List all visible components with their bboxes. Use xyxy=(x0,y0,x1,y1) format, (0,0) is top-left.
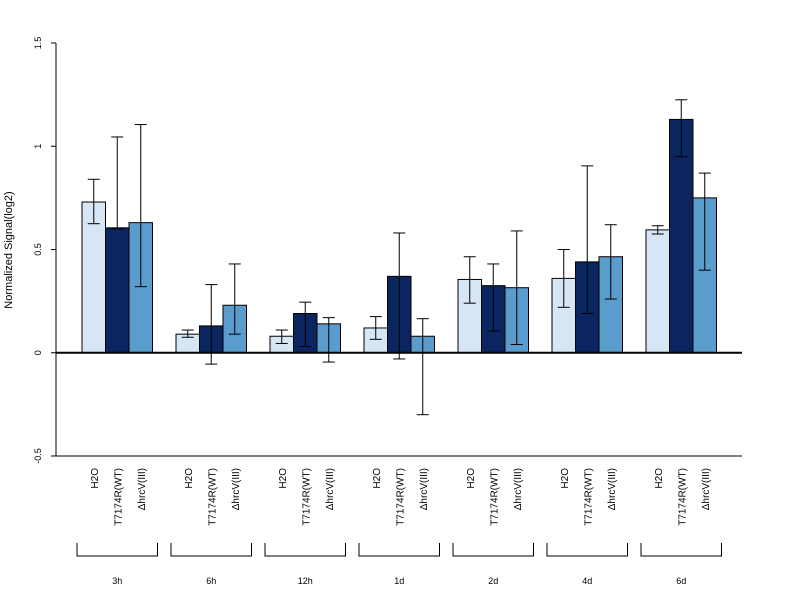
y-axis: -0.5 0 0.5 1 1.5 xyxy=(33,37,57,464)
bars xyxy=(81,118,717,354)
category-label: 6d xyxy=(676,576,686,586)
bar-series-label: T7174R(WT) xyxy=(489,468,500,526)
bar-series-label: ΔhrcV(III) xyxy=(607,468,618,510)
bar-series-label: T7174R(WT) xyxy=(113,468,124,526)
bar-series-label: H2O xyxy=(372,468,383,489)
group-brackets: 3h 6h 12h 1d 2d 4d 6d xyxy=(76,543,722,586)
bar-series-label: T7174R(WT) xyxy=(677,468,688,526)
bar-series-label: H2O xyxy=(278,468,289,489)
category-label: 12h xyxy=(298,576,313,586)
bar-series-label: H2O xyxy=(560,468,571,489)
group-bracket xyxy=(452,543,534,557)
group-bracket xyxy=(546,543,628,557)
x-tick-labels: H2O T7174R(WT) ΔhrcV(III) H2O T7174R(WT) Δhrc… xyxy=(90,468,712,526)
bar-series-label: H2O xyxy=(90,468,101,489)
category-label: 3h xyxy=(112,576,122,586)
bar xyxy=(645,229,670,354)
bar-series-label: ΔhrcV(III) xyxy=(231,468,242,510)
category-label: 2d xyxy=(488,576,498,586)
y-tick-label: 0 xyxy=(33,350,43,355)
bar-series-label: ΔhrcV(III) xyxy=(419,468,430,510)
bar-series-label: H2O xyxy=(466,468,477,489)
y-tick-label: 1.5 xyxy=(33,37,43,50)
bar-series-label: ΔhrcV(III) xyxy=(701,468,712,510)
y-tick-label: 0.5 xyxy=(33,243,43,256)
bar-series-label: T7174R(WT) xyxy=(583,468,594,526)
bar-series-label: T7174R(WT) xyxy=(207,468,218,526)
group-bracket xyxy=(640,543,722,557)
group-bracket xyxy=(170,543,252,557)
category-label: 6h xyxy=(206,576,216,586)
bar xyxy=(81,201,106,354)
y-tick-label: -0.5 xyxy=(33,448,43,464)
y-axis-label: Normalized Signal(log2) xyxy=(3,191,15,308)
bar-series-label: ΔhrcV(III) xyxy=(137,468,148,510)
bar-series-label: ΔhrcV(III) xyxy=(513,468,524,510)
bar-series-label: T7174R(WT) xyxy=(395,468,406,526)
bar-series-label: ΔhrcV(III) xyxy=(325,468,336,510)
group-bracket xyxy=(358,543,440,557)
group-bracket xyxy=(76,543,158,557)
bar xyxy=(105,227,130,354)
bar-series-label: T7174R(WT) xyxy=(301,468,312,526)
error-bars xyxy=(87,99,711,416)
bar-series-label: H2O xyxy=(654,468,665,489)
category-label: 1d xyxy=(394,576,404,586)
group-bracket xyxy=(264,543,346,557)
category-label: 4d xyxy=(582,576,592,586)
bar-series-label: H2O xyxy=(184,468,195,489)
y-tick-label: 1 xyxy=(33,144,43,149)
